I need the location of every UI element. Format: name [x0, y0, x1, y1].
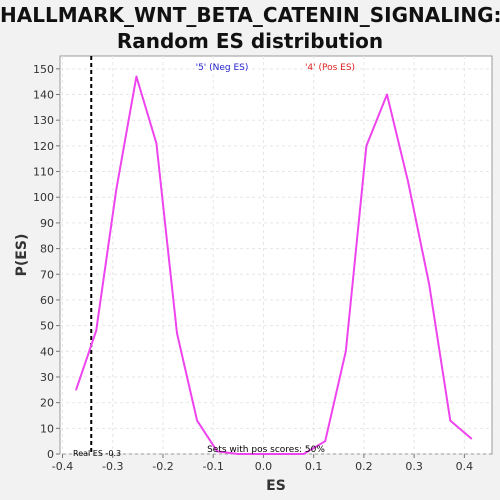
- es-data-point: [428, 283, 431, 286]
- y-tick-label: 90: [40, 217, 54, 230]
- y-tick-label: 80: [40, 243, 54, 256]
- axes: 0 10 20 30 40 50 60 70 80 90 100 110 120 130 140 150 -0.…: [33, 63, 473, 473]
- grid: [60, 56, 492, 455]
- real-es-label: Real ES -0.3: [73, 449, 121, 458]
- es-data-point: [216, 450, 219, 453]
- y-tick-label: 150: [33, 63, 54, 76]
- es-data-point: [365, 145, 368, 147]
- x-tick-label: 0.1: [305, 460, 323, 473]
- y-tick-label: 30: [40, 371, 54, 384]
- es-data-point: [135, 75, 138, 78]
- x-tick-label: -0.2: [152, 460, 173, 473]
- y-tick-label: 130: [33, 114, 54, 127]
- es-data-point: [324, 440, 327, 442]
- es-data-point: [75, 389, 77, 391]
- pos-es-label: '4' (Pos ES): [305, 63, 355, 73]
- es-data-point: [407, 181, 409, 183]
- es-data-point: [237, 453, 240, 455]
- plot-area: [59, 55, 493, 455]
- y-tick-label: 110: [33, 166, 54, 179]
- es-data-point: [196, 419, 198, 422]
- y-tick-label: 100: [33, 191, 54, 204]
- y-tick-label: 10: [40, 422, 54, 435]
- y-tick-label: 60: [40, 294, 54, 307]
- es-distribution-line: [75, 75, 473, 455]
- x-axis-label: ES: [266, 478, 286, 494]
- y-tick-label: 70: [40, 268, 54, 281]
- pos-sets-label: Sets with pos scores: 50%: [207, 445, 325, 455]
- es-data-point: [155, 142, 158, 145]
- es-data-point: [176, 332, 178, 335]
- chart-title-line-2: Random ES distribution: [116, 29, 384, 53]
- y-axis-label: P(ES): [14, 234, 30, 277]
- x-tick-label: 0.4: [456, 460, 474, 473]
- x-tick-label: -0.4: [52, 460, 73, 473]
- es-data-point: [470, 437, 473, 440]
- es-data-point: [95, 329, 97, 332]
- es-data-point: [302, 453, 305, 455]
- x-tick-label: 0.0: [255, 460, 273, 473]
- x-tick-label: 0.2: [355, 460, 373, 473]
- es-data-point: [345, 350, 347, 353]
- es-data-point: [262, 453, 265, 455]
- y-tick-label: 120: [33, 140, 54, 153]
- y-tick-label: 0: [47, 448, 54, 461]
- y-tick-label: 20: [40, 397, 54, 410]
- es-data-point: [287, 453, 290, 455]
- y-tick-label: 140: [33, 89, 54, 102]
- es-data-point: [386, 93, 388, 96]
- series-layer: [75, 56, 473, 455]
- chart-title-line-1: HALLMARK_WNT_BETA_CATENIN_SIGNALING:: [0, 3, 500, 27]
- x-tick-label: -0.1: [202, 460, 223, 473]
- y-tick-label: 40: [40, 345, 54, 358]
- x-tick-label: -0.3: [102, 460, 123, 473]
- es-data-point: [449, 419, 452, 422]
- y-tick-label: 50: [40, 320, 54, 333]
- neg-es-label: '5' (Neg ES): [196, 63, 249, 73]
- es-data-point: [115, 188, 118, 191]
- x-tick-label: 0.3: [405, 460, 423, 473]
- chart-title: HALLMARK_WNT_BETA_CATENIN_SIGNALING: Ran…: [0, 2, 500, 54]
